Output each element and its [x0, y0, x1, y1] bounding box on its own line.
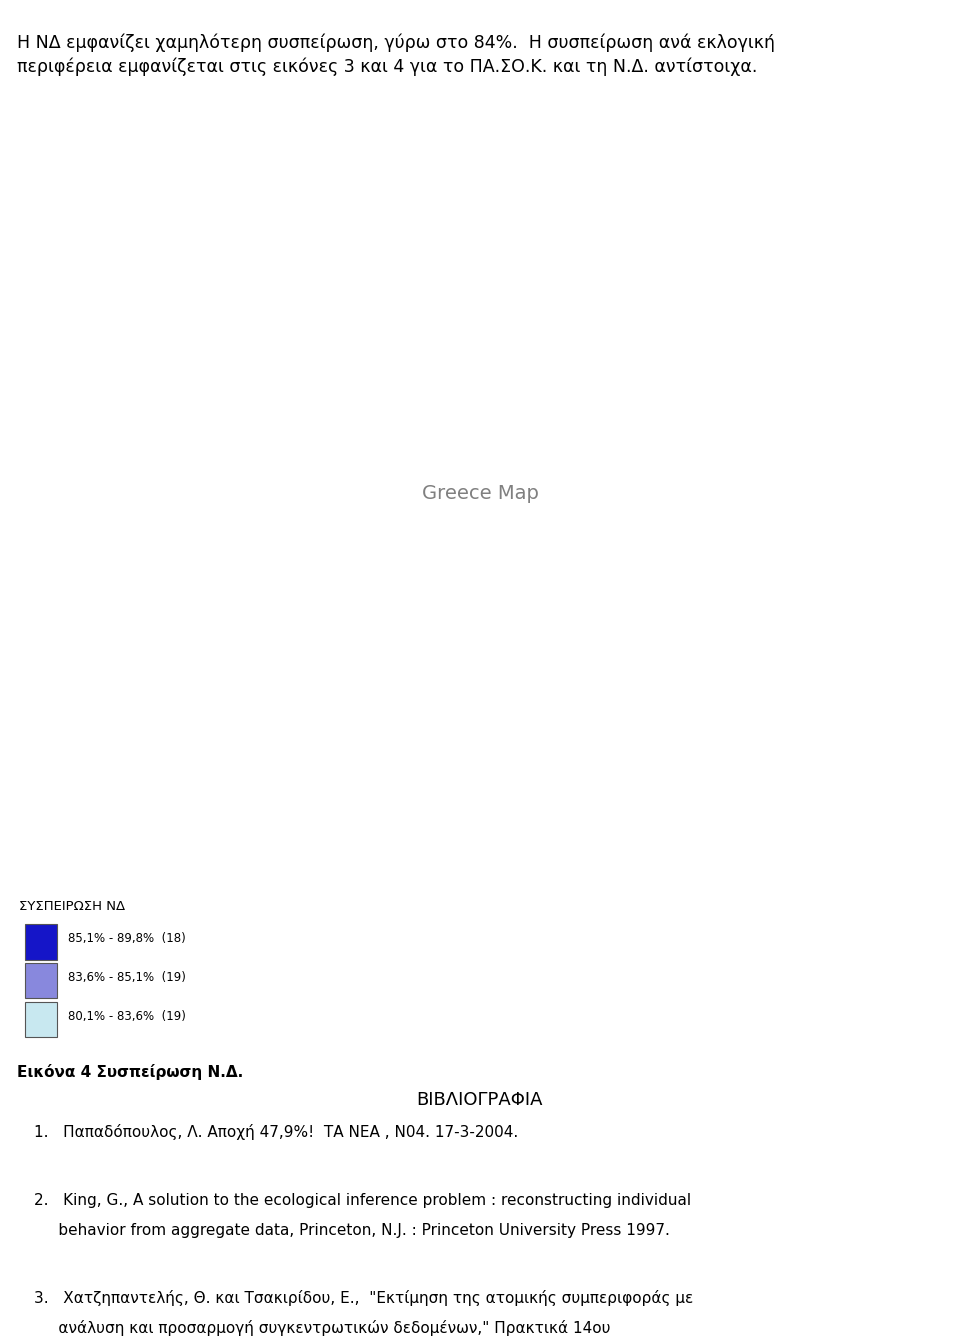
- Text: περιφέρεια εμφανίζεται στις εικόνες 3 και 4 για το ΠΑ.ΣΟ.Κ. και τη Ν.Δ. αντίστοι: περιφέρεια εμφανίζεται στις εικόνες 3 κα…: [17, 58, 757, 77]
- Text: behavior from aggregate data, Princeton, N.J. : Princeton University Press 1997.: behavior from aggregate data, Princeton,…: [34, 1223, 669, 1238]
- Text: 1.   Παπαδόπουλος, Λ. Αποχή 47,9%!  ΤΑ ΝΕΑ , Ν04. 17-3-2004.: 1. Παπαδόπουλος, Λ. Αποχή 47,9%! ΤΑ ΝΕΑ …: [34, 1124, 517, 1140]
- Bar: [25, 1001, 57, 1038]
- Text: ΒΙΒΛΙΟΓΡΑΦΙΑ: ΒΙΒΛΙΟΓΡΑΦΙΑ: [417, 1091, 543, 1109]
- Text: 83,6% - 85,1%  (19): 83,6% - 85,1% (19): [67, 970, 185, 984]
- Text: ανάλυση και προσαρμογή συγκεντρωτικών δεδομένων," Πρακτικά 14ου: ανάλυση και προσαρμογή συγκεντρωτικών δε…: [34, 1320, 611, 1336]
- Bar: [25, 962, 57, 999]
- Text: H NΔ εμφανίζει χαμηλότερη συσπείρωση, γύρω στο 84%.  H συσπείρωση ανά εκλογική: H NΔ εμφανίζει χαμηλότερη συσπείρωση, γύ…: [17, 34, 776, 52]
- Text: 80,1% - 83,6%  (19): 80,1% - 83,6% (19): [67, 1009, 185, 1023]
- Text: 85,1% - 89,8%  (18): 85,1% - 89,8% (18): [67, 933, 185, 945]
- Text: ΣΥΣΠΕΙΡΩΣΗ ΝΔ: ΣΥΣΠΕΙΡΩΣΗ ΝΔ: [19, 900, 126, 913]
- Bar: [25, 925, 57, 960]
- Text: 2.   King, G., A solution to the ecological inference problem : reconstructing i: 2. King, G., A solution to the ecologica…: [34, 1193, 691, 1208]
- Text: Greece Map: Greece Map: [421, 484, 539, 504]
- Text: 3.   Χατζηπαντελής, Θ. και Τσακιρίδου, Ε.,  "Εκτίμηση της ατομικής συμπεριφοράς : 3. Χατζηπαντελής, Θ. και Τσακιρίδου, Ε.,…: [34, 1290, 693, 1306]
- Text: Εικόνα 4 Συσπείρωση Ν.Δ.: Εικόνα 4 Συσπείρωση Ν.Δ.: [17, 1064, 244, 1081]
